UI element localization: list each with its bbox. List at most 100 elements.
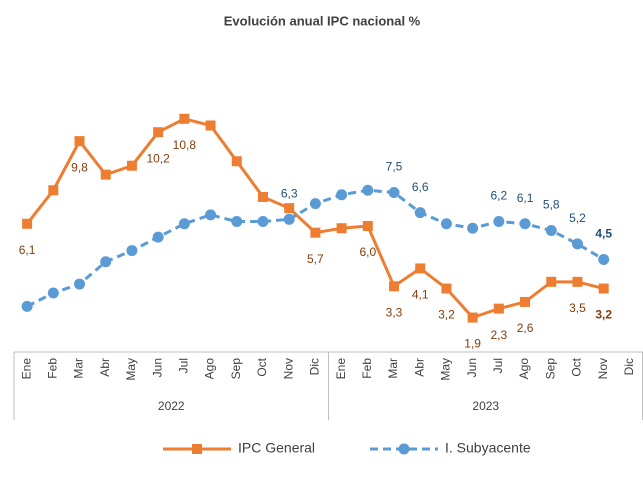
x-tick-label: Dic [308,358,322,375]
data-label: 6,0 [359,245,376,259]
marker [284,203,295,214]
data-label: 2,6 [517,321,534,335]
marker [178,218,190,230]
x-tick-label: Oct [255,357,269,376]
marker [231,216,243,228]
data-label: 9,8 [71,160,88,174]
marker [467,222,479,234]
x-tick-label: Ago [517,358,531,380]
marker [441,283,452,294]
marker [545,224,557,236]
legend-marker [398,443,410,455]
marker [440,218,452,230]
marker [21,300,33,312]
data-label: 4,5 [595,227,612,241]
marker [74,278,86,290]
marker [389,281,400,292]
data-label: 2,3 [491,328,508,342]
marker [493,303,504,314]
marker [257,191,268,202]
marker [257,216,269,228]
marker [283,213,295,225]
marker [571,238,583,250]
x-tick-label: May [124,358,138,381]
marker [100,256,112,268]
marker [48,185,59,196]
marker [22,218,33,229]
data-label: 3,5 [569,301,586,315]
legend-label: IPC General [238,440,315,456]
marker [100,169,111,180]
x-tick-label: Mar [72,358,86,379]
x-tick-label: Abr [412,358,426,377]
x-tick-label: Abr [98,358,112,377]
marker [519,218,531,230]
data-label: 6,1 [517,191,534,205]
marker [310,227,321,238]
x-tick-label: Feb [360,358,374,379]
marker [520,296,531,307]
marker [414,207,426,219]
x-tick-label: Oct [570,357,584,376]
marker [362,184,374,196]
data-label: 6,3 [281,186,298,200]
marker [336,223,347,234]
marker [493,216,505,228]
marker [309,198,321,210]
x-tick-label: Sep [543,358,557,380]
x-tick-label: Nov [281,358,295,379]
data-label: 6,1 [19,243,36,257]
data-label: 6,6 [412,180,429,194]
marker [572,276,583,287]
marker [179,113,190,124]
x-tick-label: Jul [177,358,191,373]
legend-label: I. Subyacente [445,440,531,456]
data-label: 5,7 [307,252,324,266]
x-tick-label: Ene [19,358,33,380]
data-label: 7,5 [386,160,403,174]
series-line [25,117,605,320]
x-tick-label: Sep [229,358,243,380]
marker [74,136,85,147]
x-tick-label: Jul [491,358,505,373]
x-tick-label: Jun [465,358,479,377]
data-label: 3,2 [438,308,455,322]
marker [153,127,164,138]
group-label: 2022 [158,399,185,413]
marker [126,245,138,257]
data-label: 4,1 [412,288,429,302]
data-label: 10,2 [146,151,170,165]
chart-title: Evolución anual IPC nacional % [224,13,421,28]
x-tick-label: Ago [203,358,217,380]
marker [598,283,609,294]
group-label: 2023 [472,399,499,413]
x-tick-label: Dic [622,358,636,375]
marker [388,187,400,198]
marker [231,156,242,167]
data-label: 3,3 [386,305,403,319]
data-label: 10,8 [173,138,197,152]
marker [205,120,216,131]
data-label: 6,2 [491,189,508,203]
x-tick-label: Mar [386,358,400,379]
x-tick-label: Feb [45,358,59,379]
marker [467,312,478,323]
x-tick-label: Ene [334,358,348,380]
marker [205,209,217,221]
marker [336,189,348,201]
marker [598,254,610,265]
marker [546,276,557,287]
data-label: 1,9 [464,337,481,351]
marker [47,287,59,299]
data-label: 3,2 [595,308,612,322]
marker [126,160,137,171]
x-tick-label: May [439,358,453,381]
x-tick-label: Nov [596,358,610,379]
marker [152,231,164,243]
data-label: 5,8 [543,198,560,212]
data-label: 5,2 [569,211,586,225]
x-tick-label: Jun [150,358,164,377]
marker [362,221,373,231]
legend-marker [192,444,202,454]
